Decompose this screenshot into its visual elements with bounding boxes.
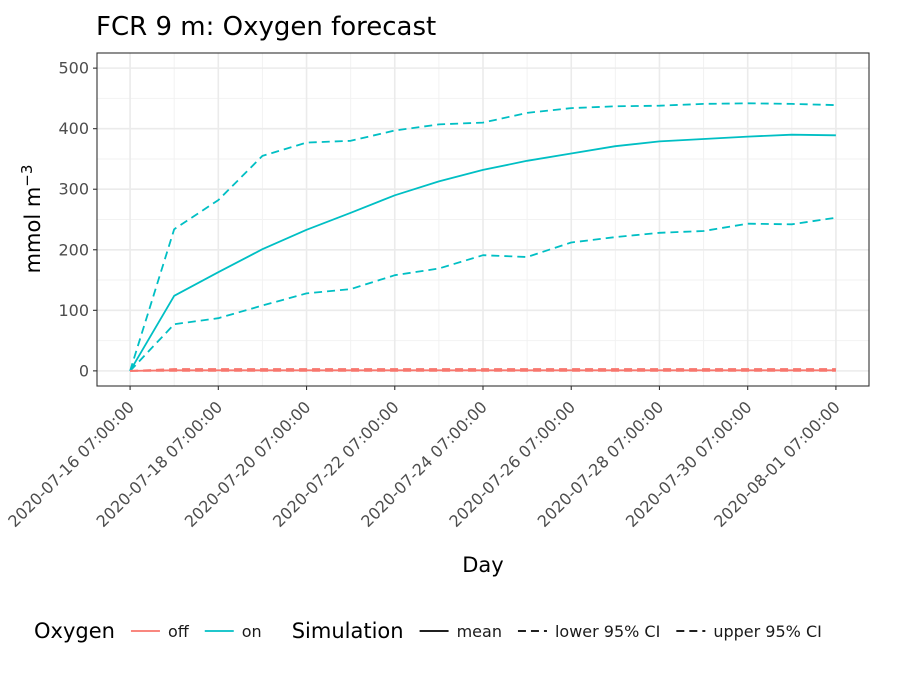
series-line-on-upper-95-ci xyxy=(129,102,836,372)
x-axis-title: Day xyxy=(462,553,503,577)
y-tick-label: 300 xyxy=(58,180,89,199)
legend-title-simulation: Simulation xyxy=(292,619,404,643)
y-axis-title-main: mmol m xyxy=(21,187,45,274)
series-line-off-upper-95-ci xyxy=(130,368,836,372)
series-lines xyxy=(129,102,837,372)
series-line-on-lower-95-ci xyxy=(129,216,837,372)
legend: Oxygen off on Simulation mean lower 95% CI upp… xyxy=(34,619,822,643)
y-tick-label: 500 xyxy=(58,59,89,78)
y-tick-label: 0 xyxy=(79,361,89,380)
legend-label: off xyxy=(168,622,190,641)
y-tick-label: 100 xyxy=(58,301,89,320)
y-axis-title-sup: −3 xyxy=(18,165,36,187)
y-axis: 0 100 200 300 400 500 xyxy=(58,59,97,380)
legend-label: mean xyxy=(457,622,502,641)
legend-label: lower 95% CI xyxy=(555,622,660,641)
legend-title-oxygen: Oxygen xyxy=(34,619,115,643)
series-line-on-mean xyxy=(129,133,836,372)
chart-title: FCR 9 m: Oxygen forecast xyxy=(96,12,436,42)
legend-label: upper 95% CI xyxy=(713,622,822,641)
y-axis-title: mmol m−3 xyxy=(18,165,45,274)
y-tick-label: 400 xyxy=(58,119,89,138)
legend-label: on xyxy=(242,622,262,641)
y-tick-label: 200 xyxy=(58,240,89,259)
